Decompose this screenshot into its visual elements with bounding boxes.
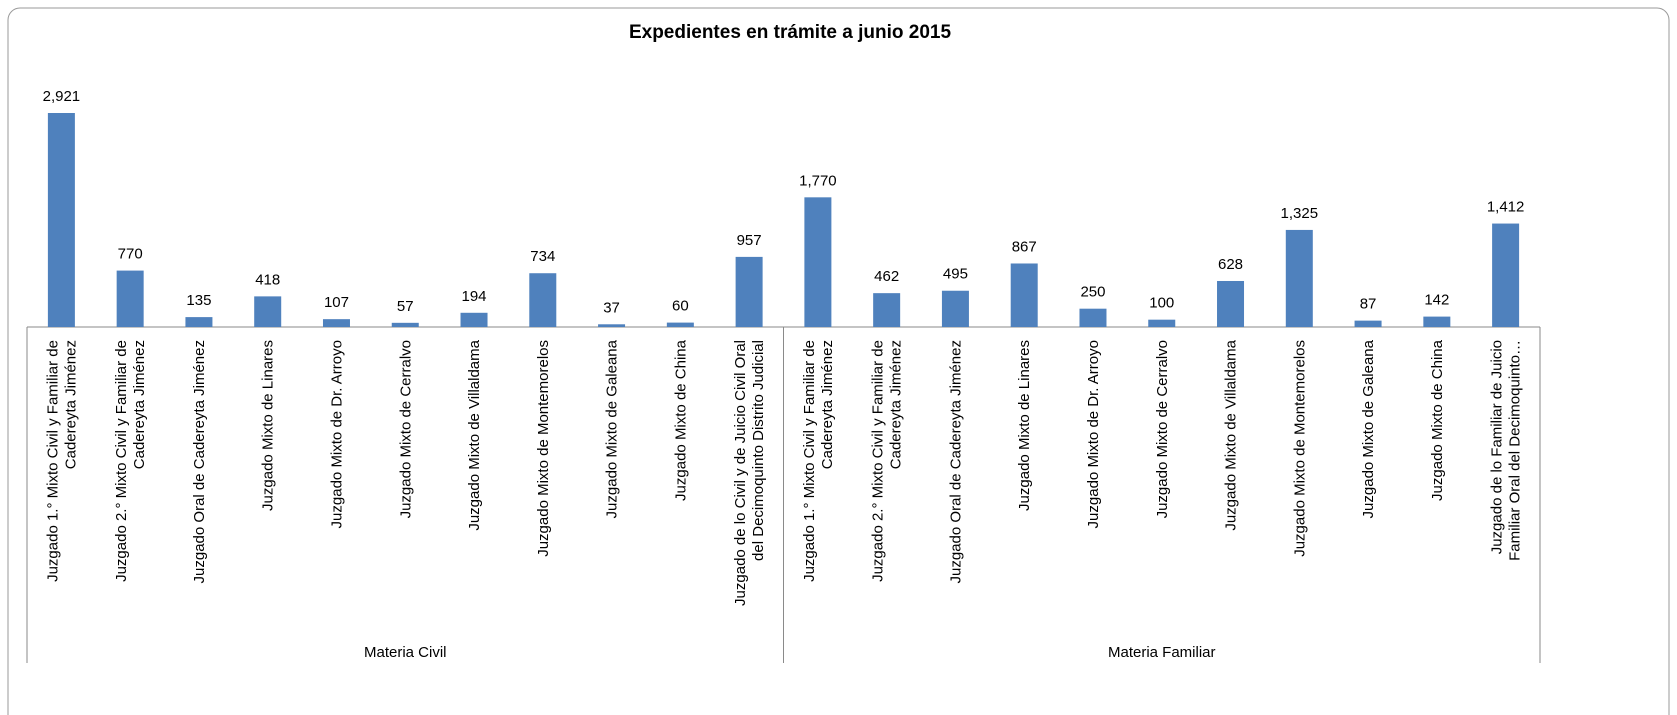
- x-tick-label: Juzgado Mixto de Dr. Arroyo: [1085, 340, 1102, 528]
- chart-border: [7, 7, 1670, 715]
- x-tick-label: Juzgado Mixto de Galeana: [1360, 339, 1377, 518]
- data-label: 37: [603, 299, 620, 316]
- bar: [460, 312, 488, 327]
- bar: [1079, 308, 1107, 327]
- data-label: 770: [118, 246, 143, 263]
- data-label: 462: [874, 268, 899, 285]
- x-tick-label: Juzgado Oral de Cadereyta Jiménez: [191, 340, 208, 583]
- data-label: 135: [186, 292, 211, 309]
- x-tick-label: Juzgado Mixto de China: [672, 339, 689, 501]
- data-label: 734: [530, 248, 555, 265]
- data-label: 60: [672, 298, 689, 315]
- data-label: 100: [1149, 295, 1174, 312]
- data-label: 1,325: [1281, 205, 1319, 222]
- data-label: 418: [255, 271, 280, 288]
- bar: [735, 256, 763, 327]
- bar: [1010, 263, 1038, 327]
- chart-title: Expedientes en trámite a junio 2015: [629, 22, 951, 43]
- x-tick-label: Juzgado Mixto de Cerralvo: [397, 340, 414, 518]
- data-label: 2,921: [43, 88, 81, 105]
- bar: [804, 197, 832, 327]
- data-label: 250: [1080, 284, 1105, 301]
- bar: [391, 322, 419, 327]
- bar: [1285, 229, 1313, 327]
- data-label: 87: [1360, 296, 1377, 313]
- bar: [1492, 223, 1520, 327]
- data-label: 1,770: [799, 172, 837, 189]
- x-tick-label: Juzgado Mixto de China: [1429, 339, 1446, 501]
- x-tick-label: Juzgado 2.° Mixto Civil y Familiar deCad…: [113, 340, 148, 582]
- bar: [666, 322, 694, 327]
- bar: [1148, 319, 1176, 327]
- x-tick-label: Juzgado 1.° Mixto Civil y Familiar deCad…: [44, 340, 79, 582]
- data-label: 194: [462, 288, 487, 305]
- bar: [185, 317, 213, 327]
- bar: [529, 273, 557, 327]
- group-label: Materia Civil: [364, 644, 447, 661]
- x-tick-label: Juzgado de lo Familiar de JuicioFamiliar…: [1489, 340, 1524, 561]
- data-label: 957: [737, 232, 762, 249]
- bar: [116, 270, 144, 327]
- bar: [254, 296, 282, 327]
- x-tick-label: Juzgado Mixto de Linares: [260, 340, 277, 511]
- data-label: 57: [397, 298, 414, 315]
- x-tick-label: Juzgado 1.° Mixto Civil y Familiar deCad…: [801, 340, 836, 582]
- data-label: 107: [324, 294, 349, 311]
- x-tick-label: Juzgado Mixto de Montemorelos: [1291, 340, 1308, 557]
- bar: [941, 290, 969, 327]
- bar: [1354, 320, 1382, 327]
- bar: [1423, 316, 1451, 327]
- data-label: 628: [1218, 256, 1243, 273]
- x-tick-label: Juzgado Mixto de Villaldama: [466, 339, 483, 530]
- data-label: 867: [1012, 238, 1037, 255]
- group-label: Materia Familiar: [1108, 644, 1216, 661]
- data-label: 495: [943, 266, 968, 283]
- x-tick-label: Juzgado de lo Civil y de Juicio Civil Or…: [732, 340, 767, 606]
- bar: [322, 319, 350, 327]
- bar: [598, 324, 626, 327]
- bar: [873, 293, 901, 327]
- bar: [47, 113, 75, 327]
- x-tick-label: Juzgado Mixto de Villaldama: [1223, 339, 1240, 530]
- data-label: 1,412: [1487, 199, 1525, 216]
- x-tick-label: Juzgado Mixto de Montemorelos: [535, 340, 552, 557]
- x-tick-label: Juzgado Mixto de Linares: [1016, 340, 1033, 511]
- x-tick-label: Juzgado Mixto de Dr. Arroyo: [328, 340, 345, 528]
- x-tick-label: Juzgado Oral de Cadereyta Jiménez: [947, 340, 964, 583]
- x-tick-label: Juzgado 2.° Mixto Civil y Familiar deCad…: [870, 340, 905, 582]
- x-tick-label: Juzgado Mixto de Cerralvo: [1154, 340, 1171, 518]
- bar: [1217, 280, 1245, 327]
- data-label: 142: [1424, 292, 1449, 309]
- x-tick-label: Juzgado Mixto de Galeana: [604, 339, 621, 518]
